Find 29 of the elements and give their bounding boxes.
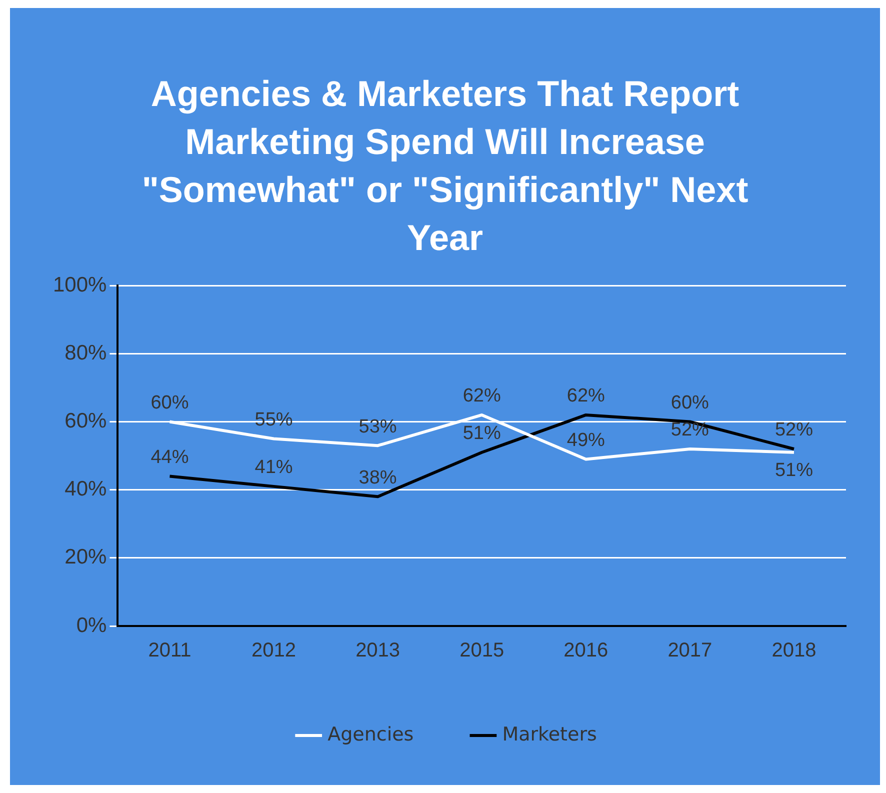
data-label: 62% (462, 386, 501, 407)
x-tick-label: 2015 (460, 640, 504, 662)
data-label: 60% (670, 392, 710, 414)
x-tick-label: 2016 (564, 640, 608, 662)
x-tick-label: 2017 (668, 640, 712, 662)
x-tick-label: 2012 (252, 640, 296, 662)
data-label: 51% (462, 423, 501, 444)
x-tick-label: 2011 (148, 640, 192, 662)
y-tick-label: 20% (64, 546, 107, 569)
data-label: 41% (254, 457, 293, 478)
data-label: 62% (566, 386, 606, 407)
x-tick-label: 2018 (772, 640, 816, 662)
data-label: 49% (566, 430, 606, 451)
y-tick-label: 0% (76, 614, 107, 637)
y-tick-label: 60% (64, 410, 107, 433)
data-label: 53% (358, 416, 397, 438)
data-label: 51% (774, 460, 814, 482)
y-tick-label: 40% (64, 478, 107, 501)
y-tick-label: 100% (52, 273, 107, 296)
legend-label: Marketers (502, 723, 597, 746)
legend-label: Agencies (328, 723, 414, 746)
x-tick-label: 2013 (356, 640, 400, 662)
data-label: 52% (774, 420, 814, 441)
y-tick-label: 80% (64, 341, 107, 364)
chart-title: Agencies & Marketers That Report Marketing Spend Will Increase "Somewhat" or "Significantly" Next Year (140, 72, 750, 260)
data-label: 60% (150, 392, 189, 414)
data-label: 44% (150, 446, 189, 468)
data-label: 52% (670, 420, 710, 441)
data-label: 38% (358, 467, 397, 488)
